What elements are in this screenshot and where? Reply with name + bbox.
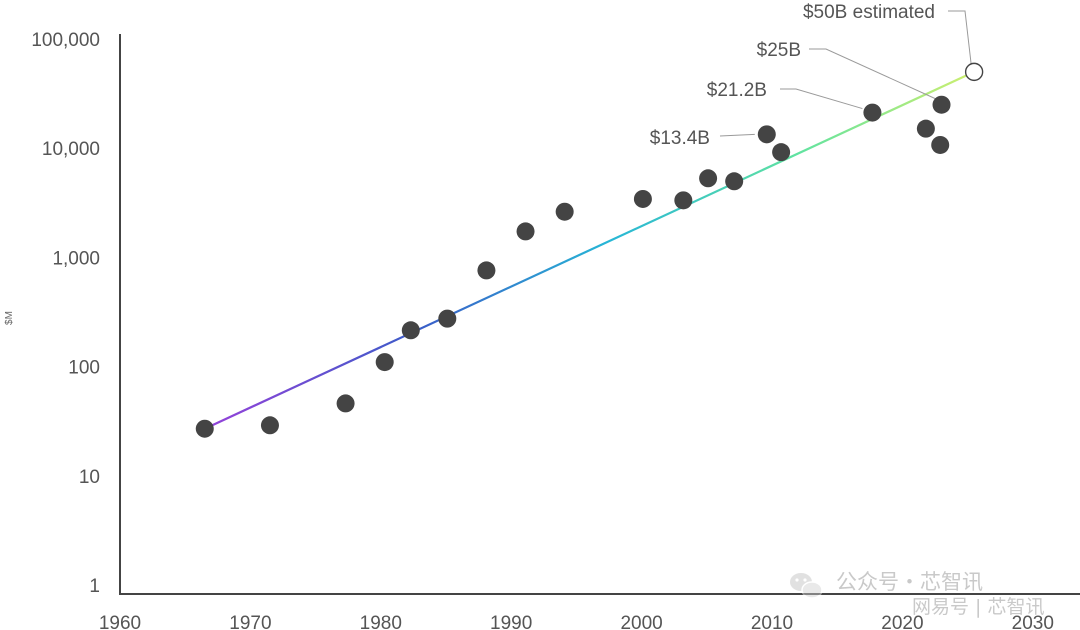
y-tick-label: 100 xyxy=(68,358,100,379)
data-point xyxy=(195,419,214,438)
data-point xyxy=(725,172,744,191)
y-tick-label: 10,000 xyxy=(42,139,100,160)
data-point xyxy=(260,416,279,435)
data-point xyxy=(516,222,535,241)
trend-line xyxy=(204,70,975,430)
data-points xyxy=(195,62,984,438)
y-tick-label: 100,000 xyxy=(31,30,100,51)
x-axis-ticks: 1960 1970 1980 1990 2000 2010 2020 2030 xyxy=(99,613,1054,630)
annotation-label: $13.4B xyxy=(650,128,710,149)
data-point xyxy=(916,119,935,138)
data-point xyxy=(375,353,394,372)
data-point xyxy=(932,95,951,114)
data-point xyxy=(336,394,355,413)
x-tick-label: 1980 xyxy=(360,613,402,630)
x-tick-label: 1970 xyxy=(229,613,271,630)
estimated-data-point xyxy=(964,62,984,82)
y-tick-label: 1 xyxy=(89,576,100,597)
y-axis-ticks: 1 10 100 1,000 10,000 100,000 xyxy=(31,30,100,597)
x-tick-label: 2030 xyxy=(1012,613,1054,630)
data-point xyxy=(757,125,776,144)
data-point xyxy=(477,261,496,280)
data-point xyxy=(555,202,574,221)
x-tick-label: 2020 xyxy=(881,613,923,630)
data-point xyxy=(863,103,882,122)
watermark-site: 网易号 | 芯智讯 xyxy=(912,596,1044,618)
annotation-leader-line xyxy=(780,88,863,110)
x-tick-label: 2000 xyxy=(620,613,662,630)
trend-line-group xyxy=(204,70,975,430)
y-axis-label: $M xyxy=(4,311,15,325)
axes xyxy=(119,34,1080,595)
annotation-label: $25B xyxy=(757,40,801,61)
data-point xyxy=(674,191,693,210)
watermark: 公众号・芯智讯 网易号 | 芯智讯 xyxy=(790,570,1044,618)
x-tick-label: 2010 xyxy=(751,613,793,630)
annotation-leader-line xyxy=(719,133,755,137)
data-point xyxy=(772,143,791,162)
y-tick-label: 10 xyxy=(79,467,100,488)
wechat-icon xyxy=(790,573,823,599)
annotation-leader-line xyxy=(809,48,936,100)
x-tick-label: 1960 xyxy=(99,613,141,630)
data-point xyxy=(699,169,718,188)
annotation-label: $50B estimated xyxy=(803,2,935,23)
annotation-leader-line xyxy=(948,10,972,64)
data-point xyxy=(401,321,420,340)
x-tick-label: 1990 xyxy=(490,613,532,630)
data-point xyxy=(438,309,457,328)
annotation-leaders xyxy=(719,10,972,137)
annotations: $50B estimated$25B $21.2B $13.4B xyxy=(650,2,935,149)
data-point xyxy=(931,135,950,154)
annotation-label: $21.2B xyxy=(707,80,767,101)
data-point xyxy=(633,189,652,208)
watermark-account: 公众号・芯智讯 xyxy=(836,570,983,594)
y-tick-label: 1,000 xyxy=(52,248,100,269)
